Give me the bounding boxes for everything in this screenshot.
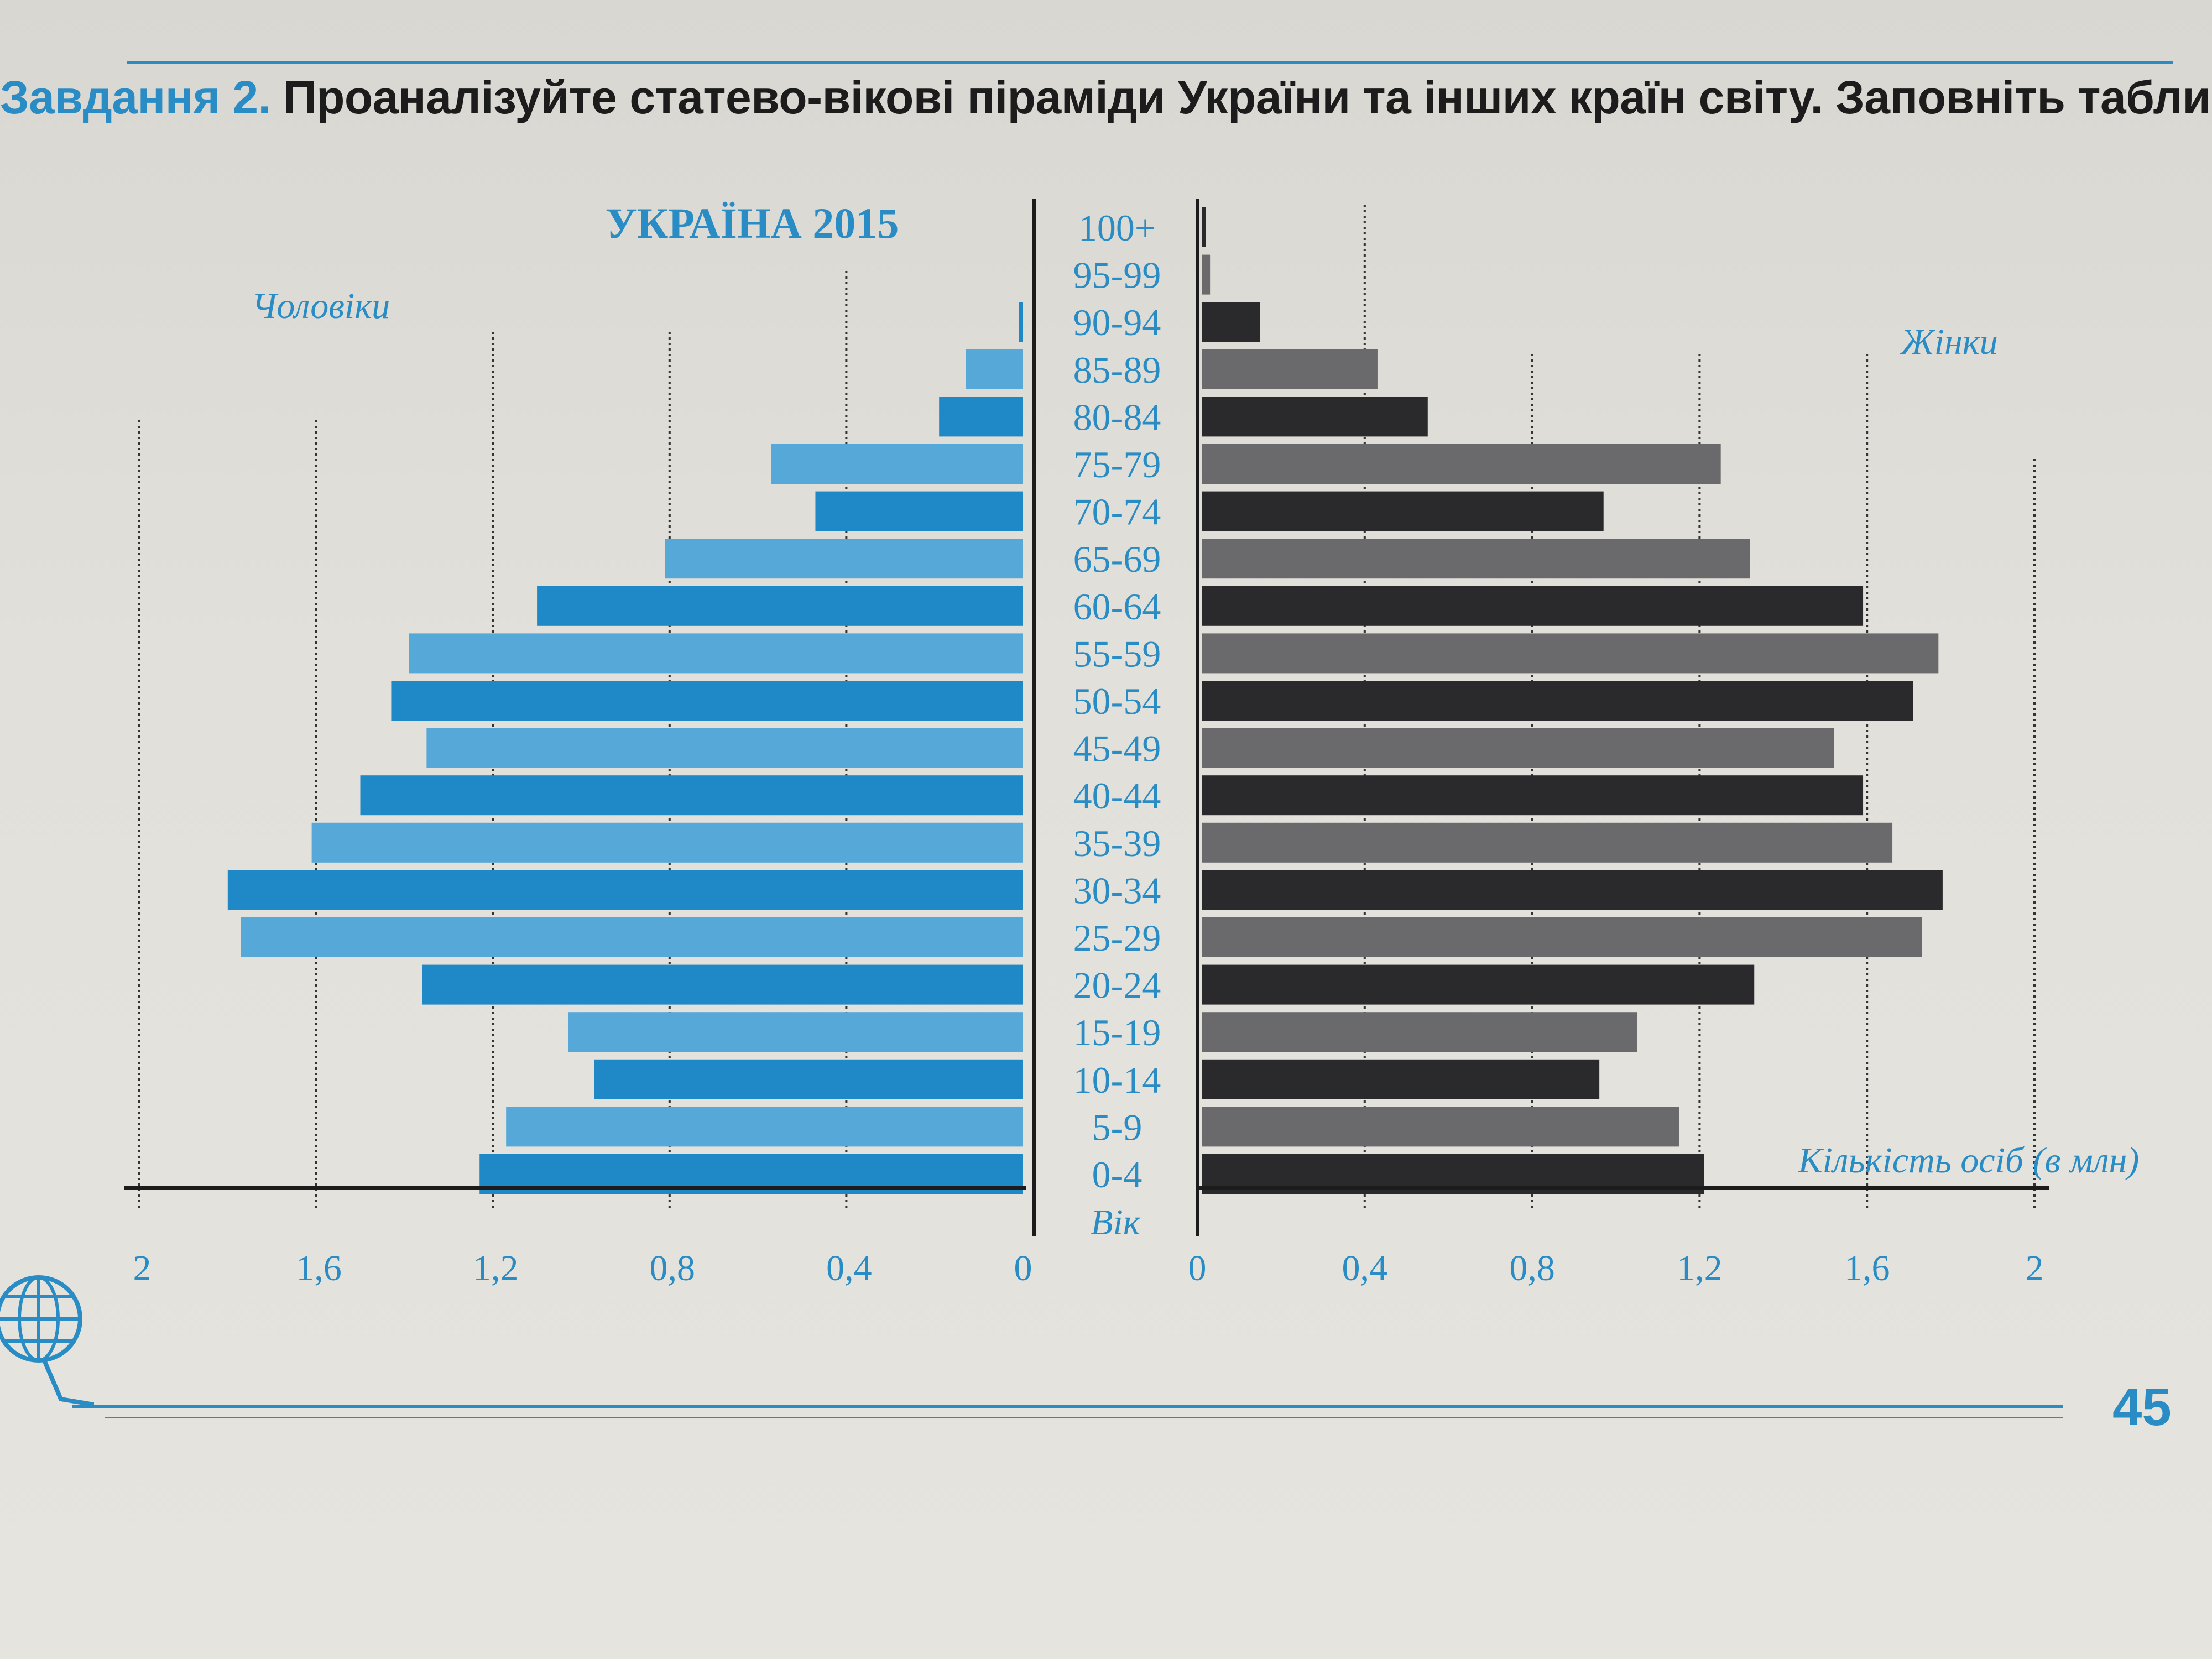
female-bar bbox=[1202, 207, 1206, 247]
globe-icon bbox=[0, 1275, 94, 1407]
male-bar bbox=[537, 586, 1023, 626]
male-bar bbox=[360, 775, 1023, 816]
tick-label-right: 2 bbox=[2026, 1248, 2044, 1288]
female-bar bbox=[1202, 1107, 1679, 1147]
male-bar bbox=[422, 964, 1023, 1005]
top-rule bbox=[127, 61, 2173, 64]
male-label: Чоловіки bbox=[252, 286, 390, 326]
female-bar bbox=[1202, 964, 1755, 1005]
male-bar bbox=[815, 491, 1023, 531]
male-bar bbox=[241, 917, 1023, 957]
tick-label-right: 0,8 bbox=[1509, 1248, 1555, 1288]
male-bar bbox=[665, 539, 1023, 579]
age-group-label: 50-54 bbox=[1073, 680, 1161, 722]
age-group-label: 60-64 bbox=[1073, 586, 1161, 628]
male-bar bbox=[409, 633, 1023, 674]
female-bar bbox=[1202, 539, 1750, 579]
task-heading: Завдання 2. Проаналізуйте статево-вікові… bbox=[0, 71, 2212, 124]
tick-label-left: 0 bbox=[1014, 1248, 1032, 1288]
age-group-label: 30-34 bbox=[1073, 869, 1161, 911]
female-bar bbox=[1202, 1059, 1600, 1099]
male-bar bbox=[771, 444, 1023, 484]
male-bar bbox=[391, 681, 1024, 721]
age-group-label: 45-49 bbox=[1073, 728, 1161, 770]
age-group-label: 5-9 bbox=[1092, 1106, 1142, 1148]
female-label: Жінки bbox=[1900, 322, 1997, 362]
age-group-label: 75-79 bbox=[1073, 444, 1161, 486]
tick-label-right: 1,2 bbox=[1677, 1248, 1723, 1288]
age-group-label: 70-74 bbox=[1073, 491, 1161, 533]
chart-title: УКРАЇНА 2015 bbox=[606, 199, 899, 247]
male-bar bbox=[1019, 302, 1023, 342]
age-group-label: 15-19 bbox=[1073, 1011, 1161, 1053]
male-bar bbox=[939, 397, 1023, 437]
female-bar bbox=[1202, 491, 1604, 531]
tick-label-left: 1,2 bbox=[473, 1248, 519, 1288]
age-group-label: 10-14 bbox=[1073, 1059, 1161, 1101]
tick-label-left: 0,8 bbox=[650, 1248, 696, 1288]
age-group-label: 25-29 bbox=[1073, 917, 1161, 959]
male-bar bbox=[227, 870, 1023, 910]
female-bar bbox=[1202, 444, 1721, 484]
female-bar bbox=[1202, 254, 1211, 295]
male-bar bbox=[506, 1107, 1023, 1147]
male-bar bbox=[568, 1012, 1023, 1052]
female-bar bbox=[1202, 302, 1260, 342]
age-axis-label: Вік bbox=[1091, 1202, 1141, 1243]
female-bar bbox=[1202, 917, 1922, 957]
age-group-label: 80-84 bbox=[1073, 396, 1161, 438]
female-bar bbox=[1202, 870, 1943, 910]
male-bar bbox=[426, 728, 1023, 768]
task-text: Проаналізуйте статево-вікові піраміди Ук… bbox=[283, 71, 2212, 123]
age-group-label: 85-89 bbox=[1073, 349, 1161, 391]
female-bar bbox=[1202, 1012, 1637, 1052]
bottom-rule bbox=[72, 1405, 2063, 1408]
female-bar bbox=[1202, 633, 1939, 674]
age-group-label: 65-69 bbox=[1073, 538, 1161, 580]
age-group-label: 90-94 bbox=[1073, 301, 1161, 343]
tick-label-left: 2 bbox=[133, 1248, 152, 1288]
female-bar bbox=[1202, 397, 1428, 437]
age-group-label: 40-44 bbox=[1073, 775, 1161, 817]
female-bar bbox=[1202, 728, 1834, 768]
bottom-rule-thin bbox=[105, 1417, 2063, 1418]
tick-label-right: 1,6 bbox=[1844, 1248, 1890, 1288]
tick-label-left: 1,6 bbox=[296, 1248, 342, 1288]
age-group-label: 0-4 bbox=[1092, 1154, 1142, 1196]
task-number: Завдання 2. bbox=[0, 71, 271, 123]
female-bar bbox=[1202, 775, 1864, 816]
female-bar bbox=[1202, 681, 1913, 721]
age-group-label: 55-59 bbox=[1073, 633, 1161, 675]
age-group-label: 95-99 bbox=[1073, 254, 1161, 296]
value-axis-label: Кількість осіб (в млн) bbox=[1798, 1140, 2140, 1181]
age-group-label: 20-24 bbox=[1073, 964, 1161, 1006]
tick-label-left: 0,4 bbox=[826, 1248, 872, 1288]
male-bar bbox=[966, 349, 1023, 389]
male-bar bbox=[311, 822, 1023, 863]
female-bar bbox=[1202, 586, 1864, 626]
age-group-label: 100+ bbox=[1078, 207, 1156, 249]
age-group-label: 35-39 bbox=[1073, 822, 1161, 864]
page-number: 45 bbox=[2112, 1378, 2172, 1437]
female-bar bbox=[1202, 822, 1893, 863]
tick-label-right: 0 bbox=[1188, 1248, 1207, 1288]
female-bar bbox=[1202, 349, 1378, 389]
male-bar bbox=[594, 1059, 1023, 1099]
tick-label-right: 0,4 bbox=[1342, 1248, 1388, 1288]
